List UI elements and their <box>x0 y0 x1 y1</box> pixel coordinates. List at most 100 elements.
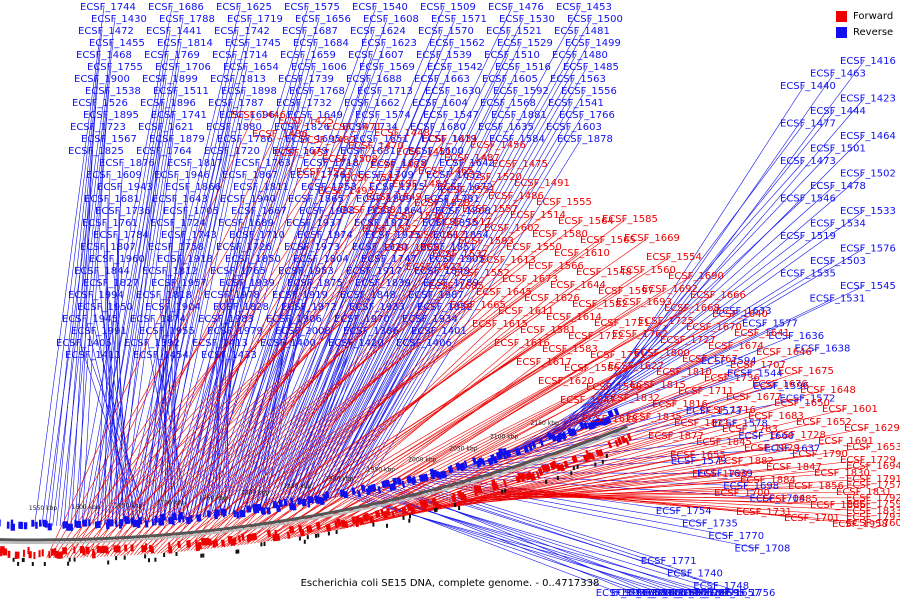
forward-gene-label[interactable]: ECSF_1475 <box>492 159 548 170</box>
reverse-gene-label[interactable]: ECSF_1827 <box>83 278 139 289</box>
reverse-gene-label[interactable]: ECSF_1991 <box>71 326 127 337</box>
reverse-gene-label[interactable]: ECSF_1584 <box>489 134 545 145</box>
forward-gene-label[interactable]: ECSF_1644 <box>550 280 606 291</box>
reverse-gene-label[interactable]: ECSF_1979 <box>207 326 263 337</box>
forward-gene-label[interactable]: ECSF_1692 <box>642 284 698 295</box>
forward-gene-label[interactable]: ECSF_1580 <box>532 229 588 240</box>
reverse-gene-label[interactable]: ECSF_1688 <box>346 74 402 85</box>
forward-gene-label[interactable]: ECSF_1613 <box>480 255 536 266</box>
forward-gene-label[interactable]: ECSF_1845 <box>696 437 752 448</box>
forward-gene-label[interactable]: ECSF_1830 <box>814 468 870 479</box>
forward-gene-label[interactable]: ECSF_1725 <box>638 316 694 327</box>
reverse-gene-label[interactable]: ECSF_1813 <box>210 74 266 85</box>
reverse-gene-label[interactable]: ECSF_1710 <box>229 230 285 241</box>
reverse-gene-label[interactable]: ECSF_1596 <box>753 381 809 392</box>
reverse-gene-label[interactable]: ECSF_1943 <box>97 182 153 193</box>
reverse-gene-label[interactable]: ECSF_1972 <box>281 302 337 313</box>
forward-gene-label[interactable]: ECSF_1555 <box>536 197 592 208</box>
reverse-gene-label[interactable]: ECSF_1662 <box>663 588 719 599</box>
reverse-gene-label[interactable]: ECSF_1499 <box>565 38 621 49</box>
reverse-gene-label[interactable]: ECSF_1994 <box>68 290 124 301</box>
reverse-gene-label[interactable]: ECSF_1485 <box>563 62 619 73</box>
reverse-gene-label[interactable]: ECSF_1961 <box>675 588 731 599</box>
reverse-gene-label[interactable]: ECSF_1411 <box>65 350 121 361</box>
reverse-gene-label[interactable]: ECSF_1639 <box>697 469 753 480</box>
forward-gene-label[interactable]: ECSF_1816 <box>652 399 708 410</box>
forward-gene-label[interactable]: ECSF_1465 <box>418 166 474 177</box>
forward-gene-label[interactable]: ECSF_1487 <box>444 153 500 164</box>
reverse-gene-label[interactable]: ECSF_1812 <box>142 266 198 277</box>
reverse-gene-label[interactable]: ECSF_1978 <box>204 290 260 301</box>
forward-gene-label[interactable]: ECSF_1640 <box>712 309 768 320</box>
reverse-gene-label[interactable]: ECSF_1747 <box>361 254 417 265</box>
reverse-gene-label[interactable]: ECSF_1661 <box>637 588 693 599</box>
forward-gene-label[interactable]: ECSF_1560 <box>620 265 676 276</box>
reverse-gene-label[interactable]: ECSF_1705 <box>163 206 219 217</box>
forward-gene-label[interactable]: ECSF_1676 <box>752 379 808 390</box>
reverse-gene-label[interactable]: ECSF_1453 <box>556 2 612 13</box>
reverse-gene-label[interactable]: ECSF_1770 <box>708 531 764 542</box>
reverse-gene-label[interactable]: ECSF_1960 <box>89 254 145 265</box>
reverse-gene-label[interactable]: ECSF_1940 <box>220 194 276 205</box>
forward-gene-label[interactable]: ECSF_1520 <box>466 172 522 183</box>
reverse-gene-label[interactable]: ECSF_1637 <box>765 444 821 455</box>
forward-gene-label[interactable]: ECSF_1821 <box>674 418 730 429</box>
forward-gene-label[interactable]: ECSF_1856 <box>788 481 844 492</box>
reverse-gene-label[interactable]: ECSF_1672 <box>437 182 493 193</box>
reverse-gene-label[interactable]: ECSF_1896 <box>140 98 196 109</box>
forward-gene-label[interactable]: ECSF_1728 <box>770 430 826 441</box>
forward-gene-label[interactable]: ECSF_1536 <box>388 211 444 222</box>
reverse-gene-label[interactable]: ECSF_1468 <box>76 50 132 61</box>
reverse-gene-label[interactable]: ECSF_1866 <box>165 182 221 193</box>
reverse-gene-label[interactable]: ECSF_1511 <box>153 86 209 97</box>
reverse-gene-label[interactable]: ECSF_1663 <box>414 74 470 85</box>
reverse-gene-label[interactable]: ECSF_1604 <box>412 98 468 109</box>
reverse-gene-label[interactable]: ECSF_1595 <box>690 588 746 599</box>
reverse-gene-label[interactable]: ECSF_1739 <box>278 74 334 85</box>
reverse-gene-label[interactable]: ECSF_1636 <box>768 331 824 342</box>
forward-gene-label[interactable]: ECSF_1653 <box>846 442 900 453</box>
reverse-gene-label[interactable]: ECSF_1874 <box>130 314 186 325</box>
forward-gene-label[interactable]: ECSF_1628 <box>582 414 638 425</box>
forward-gene-label[interactable]: ECSF_1626 <box>524 293 580 304</box>
reverse-gene-label[interactable]: ECSF_1769 <box>144 50 200 61</box>
reverse-gene-label[interactable]: ECSF_1535 <box>780 269 836 280</box>
reverse-gene-label[interactable]: ECSF_1642 <box>439 158 495 169</box>
forward-gene-label[interactable]: ECSF_1791 <box>846 474 900 485</box>
reverse-gene-label[interactable]: ECSF_1570 <box>418 26 474 37</box>
reverse-gene-label[interactable]: ECSF_1658 <box>611 588 667 599</box>
reverse-gene-label[interactable]: ECSF_1928 <box>622 588 678 599</box>
reverse-gene-label[interactable]: ECSF_1478 <box>810 181 866 192</box>
reverse-gene-label[interactable]: ECSF_1481 <box>554 26 610 37</box>
reverse-gene-label[interactable]: ECSF_1651 <box>353 134 409 145</box>
reverse-gene-label[interactable]: ECSF_1621 <box>138 122 194 133</box>
reverse-gene-label[interactable]: ECSF_1753 <box>301 182 357 193</box>
reverse-gene-label[interactable]: ECSF_1603 <box>546 122 602 133</box>
reverse-gene-label[interactable]: ECSF_1765 <box>210 266 266 277</box>
reverse-gene-label[interactable]: ECSF_1406 <box>396 338 452 349</box>
forward-gene-label[interactable]: ECSF_1537 <box>432 249 488 260</box>
forward-gene-label[interactable]: ECSF_1629 <box>844 423 900 434</box>
forward-gene-label[interactable]: ECSF_1582 <box>572 299 628 310</box>
reverse-gene-label[interactable]: ECSF_1880 <box>206 122 262 133</box>
forward-gene-label[interactable]: ECSF_1471 <box>326 122 382 133</box>
forward-gene-label[interactable]: ECSF_1647 <box>560 395 616 406</box>
reverse-gene-label[interactable]: ECSF_1754 <box>656 506 712 517</box>
reverse-gene-label[interactable]: ECSF_1723 <box>70 122 126 133</box>
reverse-gene-label[interactable]: ECSF_1787 <box>208 98 264 109</box>
reverse-gene-label[interactable]: ECSF_1576 <box>840 244 896 255</box>
reverse-gene-label[interactable]: ECSF_1933 <box>349 302 405 313</box>
reverse-gene-label[interactable]: ECSF_1720 <box>204 146 260 157</box>
reverse-gene-label[interactable]: ECSF_1734 <box>342 122 398 133</box>
forward-gene-label[interactable]: ECSF_1767 <box>682 354 738 365</box>
reverse-gene-label[interactable]: ECSF_1970 <box>334 314 390 325</box>
forward-gene-label[interactable]: ECSF_1484 <box>392 179 448 190</box>
reverse-gene-label[interactable]: ECSF_1401 <box>411 326 467 337</box>
reverse-gene-label[interactable]: ECSF_1623 <box>361 38 417 49</box>
reverse-gene-label[interactable]: ECSF_1811 <box>233 182 289 193</box>
reverse-gene-label[interactable]: ECSF_1917 <box>346 266 402 277</box>
reverse-gene-label[interactable]: ECSF_1743 <box>161 230 217 241</box>
forward-gene-label[interactable]: ECSF_1685 <box>428 281 484 292</box>
forward-gene-label[interactable]: ECSF_1730 <box>692 469 748 480</box>
reverse-gene-label[interactable]: ECSF_1973 <box>284 242 340 253</box>
